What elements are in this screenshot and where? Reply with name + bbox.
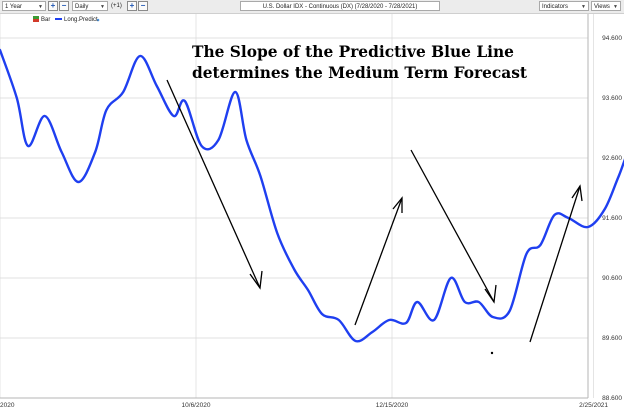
series xyxy=(0,48,624,343)
chart-title-box: U.S. Dollar IDX - Continuous (DX) (7/28/… xyxy=(240,1,440,11)
chevron-down-icon: ▼ xyxy=(613,4,618,10)
series-line-long-predict xyxy=(0,48,624,343)
zoom-out-button[interactable]: − xyxy=(59,1,69,11)
indicators-dropdown[interactable]: Indicators ▼ xyxy=(539,1,589,11)
axes xyxy=(0,14,589,399)
indicators-label: Indicators xyxy=(542,4,569,10)
annotation-line-2: determines the Medium Term Forecast xyxy=(192,64,528,82)
x-tick-label: 10/6/2020 xyxy=(182,402,211,409)
chart-title: U.S. Dollar IDX - Continuous (DX) (7/28/… xyxy=(262,4,418,10)
stray-dot xyxy=(490,351,494,355)
x-tick-labels: 7/28/202010/6/202012/15/20202/25/20215/6… xyxy=(0,402,608,409)
shift-label: (+1) xyxy=(111,3,122,9)
zoom-in-button[interactable]: + xyxy=(48,1,58,11)
y-tick-label: 90.600 xyxy=(602,275,622,282)
legend-line-label: Long.Predict xyxy=(64,17,98,23)
y-tick-labels: 88.600 89.600 90.600 91.600 92.600 93.600 94.6… xyxy=(602,35,622,402)
y-tick-label: 91.600 xyxy=(602,215,622,222)
up-arrow-2 xyxy=(529,184,583,343)
shift-minus-button[interactable]: − xyxy=(138,1,148,11)
period-dropdown[interactable]: 1 Year ▼ xyxy=(2,1,46,11)
legend-swatches xyxy=(33,16,100,22)
x-tick-label: 7/28/2020 xyxy=(0,402,15,409)
interval-label: Daily xyxy=(75,4,89,10)
y-tick-label: 93.600 xyxy=(602,95,622,102)
up-arrow-1 xyxy=(354,196,403,326)
chevron-down-icon: ▼ xyxy=(581,4,586,10)
period-label: 1 Year xyxy=(5,4,23,10)
chevron-down-icon: ▼ xyxy=(38,4,43,10)
x-tick-label: 2/25/2021 xyxy=(579,402,608,409)
annotation-arrows xyxy=(166,79,583,355)
y-tick-label: 88.600 xyxy=(602,395,622,402)
y-tick-label: 94.600 xyxy=(602,35,622,42)
down-arrow-2 xyxy=(410,149,497,304)
views-label: Views xyxy=(594,4,610,10)
y-tick-label: 92.600 xyxy=(602,155,622,162)
annotation-line-1: The Slope of the Predictive Blue Line xyxy=(192,43,514,61)
toolbar: 1 Year ▼ + − Daily ▼ (+1) + − U.S. Dolla… xyxy=(0,0,624,14)
down-arrow-1 xyxy=(166,79,263,290)
y-tick-label: 89.600 xyxy=(602,335,622,342)
shift-plus-button[interactable]: + xyxy=(127,1,137,11)
legend-bar-label: Bar xyxy=(41,17,51,23)
chevron-down-icon: ▼ xyxy=(100,4,105,10)
views-dropdown[interactable]: Views ▼ xyxy=(591,1,621,11)
x-tick-label: 12/15/2020 xyxy=(376,402,409,409)
interval-dropdown[interactable]: Daily ▼ xyxy=(72,1,108,11)
